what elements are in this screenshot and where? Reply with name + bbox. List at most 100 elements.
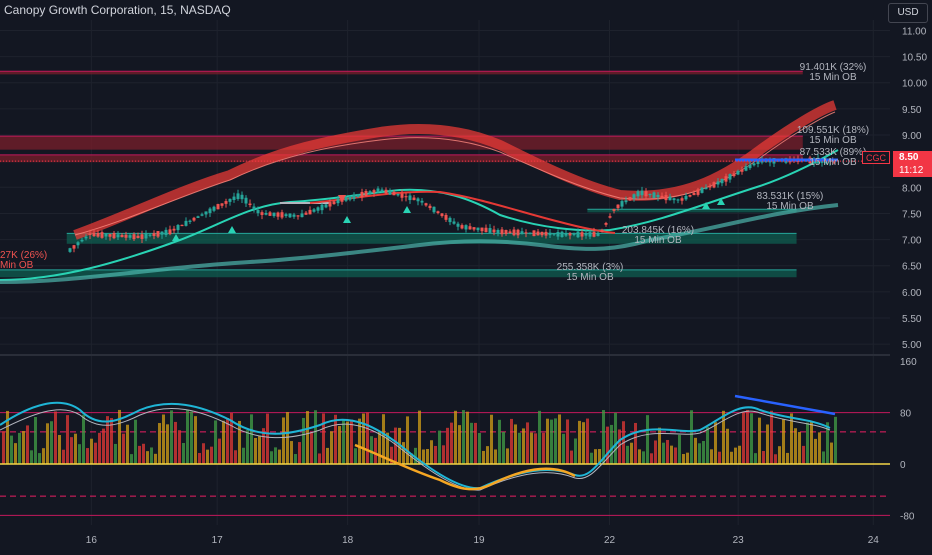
candle-body <box>124 234 128 238</box>
candle-body <box>132 234 136 240</box>
osc-histogram-bar <box>694 437 697 464</box>
ob-volume-label: 91.401K (32%) <box>800 62 867 73</box>
candle-body <box>496 229 500 233</box>
candle-body <box>680 198 684 201</box>
buy-signal-marker <box>172 234 180 241</box>
candle-body <box>464 225 468 230</box>
time-axis-label: 18 <box>342 535 354 546</box>
ob-volume-label: 87.533K (89%) <box>800 147 867 158</box>
osc-histogram-bar <box>822 451 825 464</box>
oscillator-axis[interactable]: 160 80 0 -80 <box>900 357 917 522</box>
bar-countdown: 11:12 <box>893 164 932 177</box>
candle-body <box>676 199 680 201</box>
candle-body <box>416 198 420 202</box>
osc-histogram-bar <box>342 419 345 464</box>
osc-histogram-bar <box>126 424 129 464</box>
candle-body <box>328 202 332 207</box>
candle-body <box>484 227 488 233</box>
symbol-title[interactable]: Canopy Growth Corporation, 15, NASDAQ <box>4 3 231 17</box>
osc-histogram-bar <box>98 432 101 464</box>
candle-body <box>220 203 224 206</box>
osc-histogram-bar <box>714 422 717 464</box>
osc-histogram-bar <box>346 421 349 464</box>
candle-body <box>536 231 540 236</box>
buy-signal-marker <box>702 202 710 209</box>
candle-body <box>548 232 552 236</box>
order-block-zone <box>0 269 797 278</box>
candle-body <box>580 232 584 237</box>
buy-signal-marker <box>228 226 236 233</box>
osc-histogram-bar <box>354 448 357 464</box>
osc-histogram-bar <box>118 409 121 464</box>
candle-body <box>404 196 408 198</box>
oscillator-axis-label: 160 <box>900 357 917 368</box>
osc-histogram-bar <box>522 428 525 464</box>
candle-body <box>380 189 384 192</box>
candle-body <box>80 239 84 242</box>
currency-button[interactable]: USD <box>888 3 928 23</box>
ob-timeframe-label: 15 Min OB <box>809 157 857 168</box>
osc-histogram-bar <box>422 449 425 464</box>
osc-histogram-bar <box>742 412 745 464</box>
candle-body <box>748 164 752 169</box>
candle-body <box>384 189 388 194</box>
osc-histogram-bar <box>394 427 397 464</box>
candle-body <box>184 220 188 226</box>
candle-body <box>120 234 124 238</box>
time-axis-label: 23 <box>733 535 745 546</box>
osc-histogram-bar <box>618 429 621 464</box>
osc-histogram-bar <box>482 450 485 464</box>
osc-histogram-bar <box>382 414 385 464</box>
candle-body <box>164 229 168 236</box>
candle-body <box>332 201 336 205</box>
osc-histogram-bar <box>258 435 261 464</box>
osc-histogram-bar <box>298 442 301 464</box>
ob-volume-label: 83.531K (15%) <box>757 191 824 202</box>
osc-histogram-bar <box>254 437 257 464</box>
osc-histogram-bar <box>114 443 117 464</box>
candle-body <box>708 185 712 188</box>
osc-histogram-bar <box>314 410 317 464</box>
osc-histogram-bar <box>726 428 729 464</box>
sell-signal-marker <box>338 195 346 202</box>
osc-histogram-bar <box>582 422 585 464</box>
osc-histogram-bar <box>638 449 641 464</box>
candle-body <box>656 194 660 198</box>
time-axis[interactable]: 16 17 18 19 22 23 24 <box>86 535 880 546</box>
candle-body <box>740 169 744 172</box>
osc-histogram-bar <box>766 424 769 464</box>
candle-body <box>736 170 740 175</box>
osc-histogram-bar <box>642 451 645 464</box>
osc-histogram-bar <box>634 422 637 464</box>
osc-histogram-bar <box>594 449 597 464</box>
ob-timeframe-label: 15 Min OB <box>634 235 682 246</box>
candle-body <box>700 187 704 193</box>
candle-body <box>204 211 208 215</box>
osc-histogram-bar <box>246 430 249 464</box>
candle-body <box>156 231 160 237</box>
candle-body <box>160 231 164 235</box>
osc-histogram-bar <box>222 420 225 464</box>
osc-histogram-bar <box>130 454 133 464</box>
osc-histogram-bar <box>18 432 21 464</box>
candle-body <box>508 231 512 233</box>
osc-histogram-bar <box>226 417 229 464</box>
osc-histogram-bar <box>630 442 633 464</box>
candle-body <box>448 217 452 223</box>
osc-histogram-bar <box>270 451 273 464</box>
order-block-zone <box>0 154 803 163</box>
upper-band <box>73 100 837 240</box>
osc-histogram-bar <box>134 419 137 464</box>
candle-body <box>652 192 656 199</box>
osc-histogram-bar <box>746 409 749 464</box>
osc-histogram-bar <box>106 416 109 464</box>
candle-body <box>480 227 484 232</box>
candle-body <box>260 212 264 215</box>
oscillator-axis-label: 80 <box>900 409 912 420</box>
candle-body <box>172 228 176 231</box>
candle-body <box>368 191 372 194</box>
price-axis[interactable]: 11.0010.5010.009.509.008.508.007.507.006… <box>902 26 927 351</box>
candle-body <box>576 231 580 238</box>
